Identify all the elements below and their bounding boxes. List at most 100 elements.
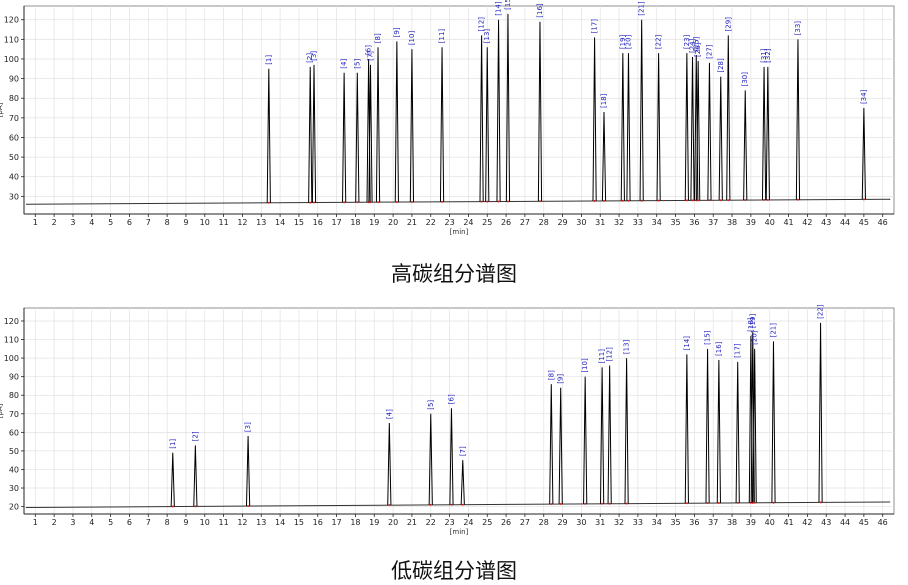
x-tick-label: 3 bbox=[70, 518, 75, 527]
peak-label: [33] bbox=[794, 21, 802, 36]
peak-base-marker bbox=[640, 199, 643, 202]
peak-label: [30] bbox=[741, 72, 749, 87]
x-tick-label: 22 bbox=[426, 218, 436, 227]
peak-label: [8] bbox=[547, 370, 555, 380]
x-tick-label: 38 bbox=[727, 518, 737, 527]
peak-label: [21] bbox=[769, 323, 777, 338]
peak bbox=[795, 39, 801, 200]
peak bbox=[439, 47, 445, 202]
peak bbox=[355, 72, 360, 203]
y-tick-label: 60 bbox=[9, 428, 19, 437]
peak-base-marker bbox=[559, 503, 562, 506]
x-tick-label: 34 bbox=[652, 218, 662, 227]
x-tick-label: 13 bbox=[256, 218, 266, 227]
peak-base-marker bbox=[480, 200, 483, 203]
x-tick-label: 46 bbox=[878, 518, 888, 527]
x-tick-label: 32 bbox=[614, 218, 624, 227]
peak-base-marker bbox=[441, 200, 444, 203]
peak bbox=[600, 367, 605, 504]
peak-label: [1] bbox=[265, 55, 273, 65]
peak bbox=[716, 359, 721, 504]
peak bbox=[620, 53, 625, 201]
peak-label: [16] bbox=[715, 341, 723, 356]
x-tick-label: 9 bbox=[183, 518, 188, 527]
peak bbox=[601, 111, 607, 201]
peak-label: [10] bbox=[408, 31, 416, 46]
peak bbox=[624, 358, 629, 504]
x-axis-label: [min] bbox=[450, 528, 469, 536]
peak-label: [17] bbox=[591, 19, 599, 34]
peak bbox=[266, 68, 271, 203]
x-tick-label: 36 bbox=[689, 218, 699, 227]
x-tick-label: 16 bbox=[313, 518, 323, 527]
x-tick-label: 25 bbox=[482, 518, 492, 527]
peak-label: [6] bbox=[365, 45, 373, 55]
chromatogram-high-carbon: 1 2 3 4 5 6 7 8 9 10 11 12 13 14 15 16 17 18 19 20 21 22 23 24 2… bbox=[0, 0, 908, 248]
peak-base-marker bbox=[395, 201, 398, 204]
x-tick-label: 21 bbox=[407, 218, 417, 227]
peak-label: [4] bbox=[385, 409, 393, 419]
peak-label: [20] bbox=[751, 330, 759, 345]
peak-base-marker bbox=[388, 504, 391, 507]
x-tick-label: 31 bbox=[595, 518, 605, 527]
y-tick-label: 40 bbox=[9, 465, 19, 474]
x-tick-label: 46 bbox=[878, 218, 888, 227]
peak-base-marker bbox=[691, 199, 694, 202]
x-tick-label: 18 bbox=[350, 518, 360, 527]
peak-base-marker bbox=[719, 199, 722, 202]
x-tick-label: 23 bbox=[444, 218, 454, 227]
peak-base-marker bbox=[603, 199, 605, 202]
peak-base-marker bbox=[450, 503, 453, 506]
peak-label: [7] bbox=[366, 51, 374, 61]
peak-label: [12] bbox=[606, 347, 614, 362]
x-tick-label: 6 bbox=[127, 218, 132, 227]
peak-label: [1] bbox=[169, 439, 177, 449]
peak-base-marker bbox=[486, 200, 489, 203]
baseline-trace bbox=[25, 501, 891, 509]
peak bbox=[626, 53, 631, 201]
x-tick-label: 28 bbox=[539, 518, 549, 527]
plot-area bbox=[23, 307, 895, 515]
y-tick-label: 100 bbox=[4, 354, 19, 363]
x-tick-label: 2 bbox=[52, 218, 57, 227]
peak-base-marker bbox=[862, 198, 865, 201]
x-tick-label: 29 bbox=[557, 518, 567, 527]
peak-base-marker bbox=[601, 502, 604, 505]
plot-area bbox=[23, 5, 895, 215]
peak-base-marker bbox=[819, 501, 822, 504]
peak-base-marker bbox=[194, 505, 197, 508]
x-tick-label: 32 bbox=[614, 518, 624, 527]
x-tick-label: 43 bbox=[821, 218, 831, 227]
peak-label: [18] bbox=[747, 317, 755, 332]
y-tick-label: 30 bbox=[9, 192, 19, 201]
peak-label: [2] bbox=[191, 431, 199, 441]
peak bbox=[537, 21, 543, 202]
peak-label: [34] bbox=[860, 89, 868, 104]
peak-label: [14] bbox=[495, 1, 503, 16]
y-tick-label: 80 bbox=[9, 391, 19, 400]
peak-label: [6] bbox=[447, 394, 455, 404]
y-tick-label: 110 bbox=[4, 35, 19, 44]
peak-base-marker bbox=[309, 201, 312, 204]
x-tick-label: 34 bbox=[652, 518, 662, 527]
y-tick-label: 30 bbox=[9, 484, 19, 493]
x-tick-label: 24 bbox=[463, 518, 473, 527]
peak-base-marker bbox=[763, 198, 766, 201]
x-tick-label: 19 bbox=[369, 218, 379, 227]
peak bbox=[592, 37, 597, 201]
peak bbox=[743, 90, 748, 201]
peak bbox=[505, 13, 511, 202]
x-tick-label: 41 bbox=[783, 518, 793, 527]
peak bbox=[718, 76, 723, 201]
peak bbox=[765, 66, 770, 200]
y-tick-label: 90 bbox=[9, 373, 19, 382]
x-tick-label: 3 bbox=[70, 218, 75, 227]
peak bbox=[818, 322, 823, 503]
chromatogram-low-carbon: 1 2 3 4 5 6 7 8 9 10 11 12 13 14 15 16 17 18 19 20 21 22 23 24 2… bbox=[0, 298, 908, 543]
x-axis-label: [min] bbox=[450, 228, 469, 236]
peak bbox=[707, 62, 712, 201]
peak bbox=[752, 348, 757, 503]
y-tick-label: 50 bbox=[9, 153, 19, 162]
peak bbox=[308, 66, 313, 203]
x-tick-label: 28 bbox=[539, 218, 549, 227]
